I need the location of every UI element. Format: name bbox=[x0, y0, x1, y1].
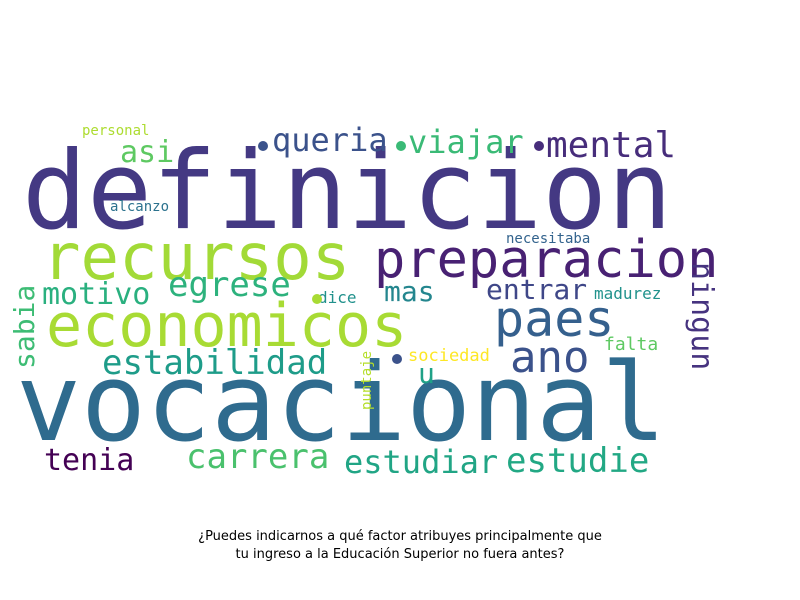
word-sociedad: sociedad bbox=[408, 346, 490, 366]
word-vocacional: vocacional bbox=[16, 341, 667, 466]
caption-line-2: tu ingreso a la Educación Superior no fu… bbox=[235, 547, 565, 562]
bullet-dot bbox=[534, 141, 544, 151]
word-preparacion: preparacion bbox=[374, 230, 719, 290]
word-estudie: estudie bbox=[506, 441, 650, 481]
word-u: u bbox=[418, 357, 435, 390]
word-estabilidad: estabilidad bbox=[102, 343, 328, 383]
word-economicos: economicos bbox=[46, 291, 408, 361]
word-definicion: definicion bbox=[22, 129, 673, 254]
word-estudiar: estudiar bbox=[344, 443, 499, 481]
word-mental: mental bbox=[546, 125, 677, 166]
bullet-dot bbox=[396, 141, 406, 151]
word-viajar: viajar bbox=[408, 123, 524, 161]
figure-caption: ¿Puedes indicarnos a qué factor atribuye… bbox=[150, 528, 650, 564]
word-queria: queria bbox=[272, 121, 388, 159]
word-tenia: tenia bbox=[44, 443, 135, 478]
bullet-dot bbox=[392, 354, 402, 364]
word-motivo: motivo bbox=[42, 277, 151, 312]
word-sabia: sabia bbox=[8, 284, 41, 369]
caption-line-1: ¿Puedes indicarnos a qué factor atribuye… bbox=[198, 529, 602, 544]
word-recursos: recursos bbox=[42, 221, 351, 295]
word-ano: ano bbox=[510, 332, 590, 383]
word-puntaje: puntaje bbox=[359, 350, 375, 410]
bullet-dot bbox=[312, 294, 322, 304]
word-madurez: madurez bbox=[594, 284, 662, 303]
word-mas: mas bbox=[384, 275, 435, 308]
bullet-dot bbox=[258, 141, 268, 151]
word-falta: falta bbox=[604, 334, 659, 355]
word-ningun: ningun bbox=[684, 262, 719, 371]
word-carrera: carrera bbox=[186, 437, 330, 477]
word-alcanzo: alcanzo bbox=[110, 199, 170, 215]
word-asi: asi bbox=[120, 135, 175, 170]
word-dice: dice bbox=[318, 288, 357, 307]
word-necesitaba: necesitaba bbox=[506, 231, 591, 247]
word-egrese: egrese bbox=[168, 265, 291, 305]
word-paes: paes bbox=[494, 290, 615, 348]
word-personal: personal bbox=[82, 123, 150, 139]
word-entrar: entrar bbox=[486, 273, 588, 306]
